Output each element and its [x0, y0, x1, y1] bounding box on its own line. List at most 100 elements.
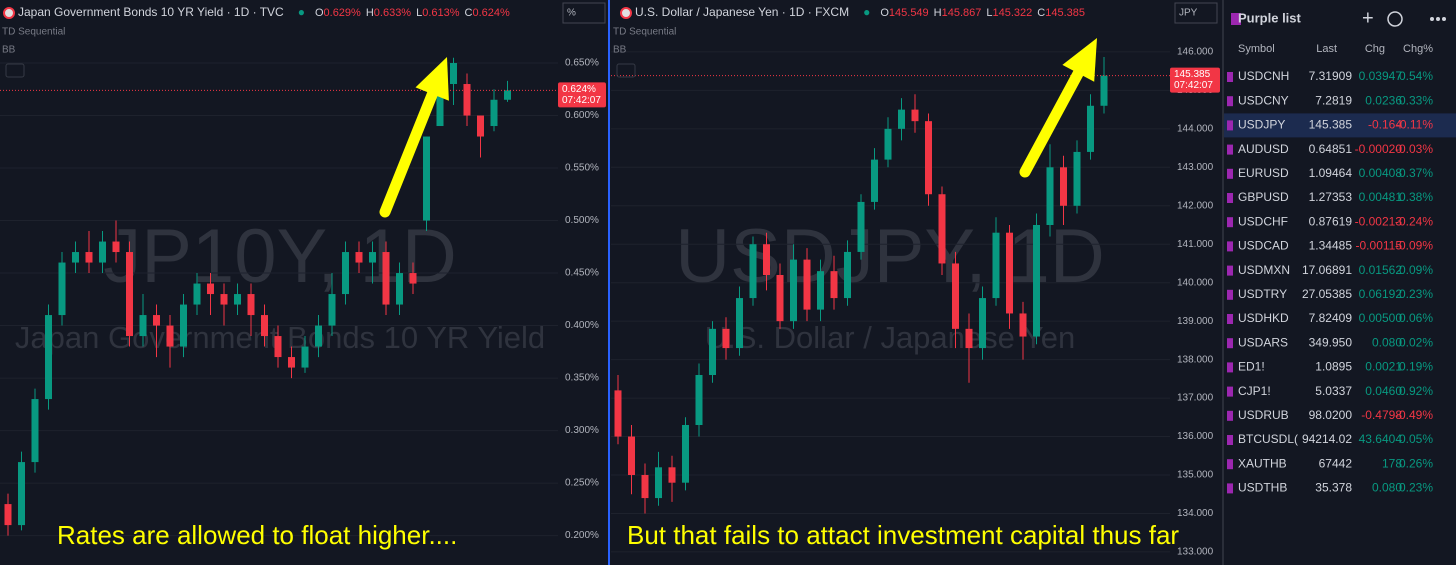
y-tick-label: 136.000: [1177, 431, 1214, 442]
alert-icon[interactable]: [1387, 11, 1403, 27]
change: 0.080: [1372, 481, 1402, 495]
symbol-icon: [620, 7, 632, 19]
y-tick-label: 139.000: [1177, 316, 1214, 327]
arrow: [379, 84, 440, 218]
countdown: 07:42:07: [1174, 80, 1213, 91]
candle-body: [965, 328, 973, 349]
symbol-flag: [1227, 96, 1233, 107]
candle-body: [884, 128, 892, 160]
candle-body: [126, 252, 133, 337]
symbol[interactable]: USDARS: [1238, 335, 1288, 349]
symbol[interactable]: USDTHB: [1238, 481, 1287, 495]
symbol[interactable]: GBPUSD: [1238, 190, 1289, 204]
indicator-label[interactable]: TD Sequential: [613, 27, 676, 38]
symbol[interactable]: ED1!: [1238, 360, 1265, 374]
collapse-button[interactable]: [5, 63, 25, 78]
candle-body: [112, 241, 120, 253]
change-percent: 0.02%: [1399, 335, 1433, 349]
watchlist-panel: [1224, 0, 1456, 565]
candle-body: [1073, 151, 1081, 206]
watchlist-title[interactable]: Purple list: [1238, 10, 1302, 25]
y-tick-label: 0.200%: [565, 530, 599, 541]
candle-body: [31, 399, 39, 463]
indicator-label[interactable]: BB: [2, 45, 16, 56]
y-tick-label: 135.000: [1177, 470, 1214, 481]
candle-body: [504, 90, 511, 100]
symbol[interactable]: BTCUSDL(: [1238, 432, 1298, 446]
indicator-label[interactable]: TD Sequential: [2, 27, 65, 38]
ohlc-value: 145.549: [889, 7, 929, 19]
y-tick-label: 143.000: [1177, 162, 1214, 173]
candle-body: [628, 436, 635, 475]
symbol[interactable]: USDMXN: [1238, 263, 1290, 277]
symbol[interactable]: USDJPY: [1238, 118, 1285, 132]
candle-body: [463, 84, 471, 116]
symbol[interactable]: USDCNY: [1238, 93, 1289, 107]
y-tick-label: 0.500%: [565, 215, 599, 226]
y-tick-label: 0.550%: [565, 163, 599, 174]
candle-body: [423, 136, 430, 221]
candle-body: [776, 275, 784, 322]
change: 0.0021: [1365, 360, 1402, 374]
candle-body: [641, 475, 649, 499]
candle-body: [342, 252, 349, 295]
ohlc-key: O: [315, 7, 324, 19]
chart-title[interactable]: Japan Government Bonds 10 YR Yield · 1D …: [18, 5, 284, 19]
candle-body: [871, 159, 878, 202]
last-price: 349.950: [1309, 335, 1353, 349]
symbol-flag: [1227, 386, 1233, 397]
y-tick-label: 0.650%: [565, 58, 599, 69]
symbol[interactable]: USDRUB: [1238, 408, 1289, 422]
unit-box[interactable]: [1174, 2, 1218, 24]
symbol[interactable]: USDCAD: [1238, 239, 1289, 253]
column-header[interactable]: Last: [1316, 43, 1337, 55]
change-percent: 0.92%: [1399, 384, 1433, 398]
symbol[interactable]: USDCNH: [1238, 69, 1289, 83]
indicator-label[interactable]: BB: [613, 45, 627, 56]
menu-icon[interactable]: [1436, 17, 1440, 21]
menu-icon[interactable]: [1442, 17, 1446, 21]
column-header[interactable]: Chg: [1365, 43, 1385, 55]
unit-box[interactable]: [562, 2, 606, 24]
ohlc-key: C: [465, 7, 473, 19]
last-price: 1.34485: [1309, 239, 1353, 253]
change: 0.01562: [1359, 263, 1403, 277]
candle-body: [1006, 232, 1013, 314]
change: 178: [1382, 456, 1402, 470]
change-percent: 0.09%: [1399, 263, 1433, 277]
symbol-flag: [1227, 435, 1233, 445]
change: 0.00408: [1359, 166, 1403, 180]
change: -0.00020: [1355, 142, 1403, 156]
y-tick-label: 144.000: [1177, 123, 1214, 134]
symbol[interactable]: XAUTHB: [1238, 456, 1287, 470]
candle-body: [274, 336, 282, 358]
last-price: 145.385: [1309, 118, 1353, 132]
candle-body: [409, 273, 417, 284]
symbol[interactable]: USDCHF: [1238, 214, 1288, 228]
collapse-button[interactable]: [616, 63, 636, 78]
menu-icon[interactable]: [1430, 17, 1434, 21]
symbol[interactable]: EURUSD: [1238, 166, 1289, 180]
symbol-flag: [1227, 241, 1233, 252]
candle-body: [247, 294, 255, 316]
charts: JP10Y, 1D Japan Government Bonds 10 YR Yi…: [0, 2, 1220, 558]
add-symbol-icon[interactable]: +: [1362, 7, 1374, 29]
symbol[interactable]: USDHKD: [1238, 311, 1289, 325]
symbol[interactable]: USDTRY: [1238, 287, 1287, 301]
chart-title[interactable]: U.S. Dollar / Japanese Yen · 1D · FXCM: [635, 5, 849, 19]
change-percent: 0.26%: [1399, 456, 1433, 470]
symbol[interactable]: AUDUSD: [1238, 142, 1289, 156]
y-tick-label: 133.000: [1177, 547, 1214, 558]
candle-body: [220, 294, 228, 305]
column-header[interactable]: Symbol: [1238, 43, 1275, 55]
last-price-tag: [1170, 67, 1220, 93]
candle-body: [166, 325, 174, 347]
change-percent: -0.24%: [1395, 214, 1433, 228]
symbol[interactable]: CJP1!: [1238, 384, 1271, 398]
unit-label[interactable]: JPY: [1179, 8, 1198, 19]
column-header[interactable]: Chg%: [1403, 43, 1433, 55]
unit-label[interactable]: %: [567, 8, 576, 19]
candle-body: [736, 298, 743, 349]
